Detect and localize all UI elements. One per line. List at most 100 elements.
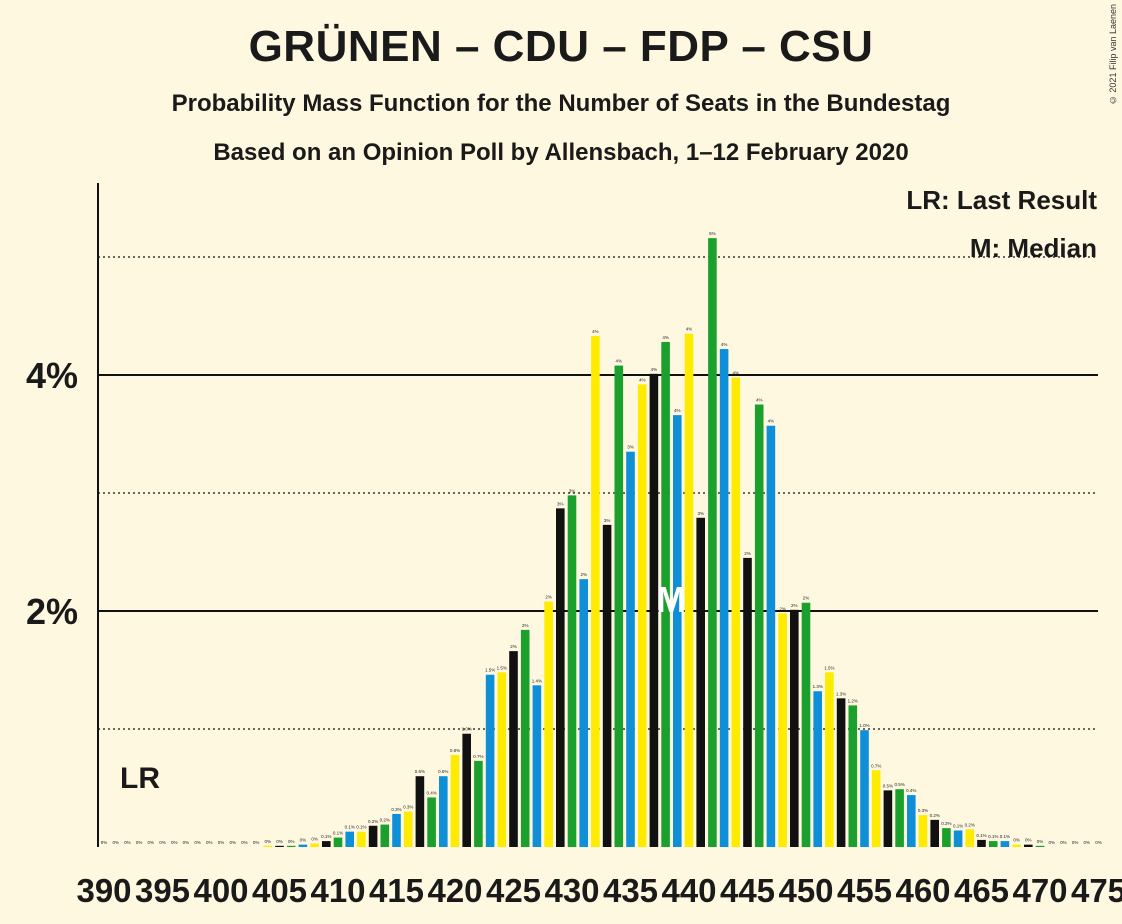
bar-label-460: 0.3% xyxy=(918,808,928,813)
bar-441 xyxy=(696,517,705,847)
bar-label-433: 3% xyxy=(604,518,611,523)
x-tick-label: 420 xyxy=(427,872,482,909)
bar-label-465: 0.1% xyxy=(976,833,986,838)
bar-456 xyxy=(871,770,881,847)
chart-bar-labels: 0% 0% 0% 0% 0% 0% 0% 0% 0% 0% 0% 0% 0% 0% 0% 0% 0% 0% 0% 0.… xyxy=(101,231,1102,845)
bar-451 xyxy=(813,691,822,847)
bar-label-442: 5% xyxy=(709,231,716,236)
bar-444 xyxy=(731,377,741,847)
bar-461 xyxy=(930,819,939,847)
x-tick-label: 440 xyxy=(661,872,716,909)
bar-label-406: 0% xyxy=(288,839,295,844)
bar-420 xyxy=(450,754,460,847)
bar-label-436: 4% xyxy=(639,377,646,382)
bar-460 xyxy=(918,815,928,847)
bar-417 xyxy=(415,776,425,847)
x-tick-label: 465 xyxy=(954,872,1009,909)
bar-label-469: 0% xyxy=(1025,838,1032,843)
bar-431 xyxy=(579,579,588,847)
bar-label-428: 2% xyxy=(545,595,552,600)
bar-label-456: 0.7% xyxy=(871,763,881,768)
bar-421 xyxy=(462,733,471,847)
x-tick-label: 460 xyxy=(895,872,950,909)
chart-title: GRÜNEN – CDU – FDP – CSU xyxy=(248,22,874,71)
bar-label-446: 4% xyxy=(756,398,763,403)
bar-424 xyxy=(497,672,507,847)
bar-416 xyxy=(403,811,413,847)
bar-label-431: 2% xyxy=(580,572,587,577)
bar-label-458: 0.5% xyxy=(894,782,904,787)
bar-label-412: 0.1% xyxy=(356,825,366,830)
bar-439 xyxy=(673,415,682,847)
bar-label-448: 2% xyxy=(779,606,786,611)
bar-label-399: 0% xyxy=(206,840,213,845)
bar-label-461: 0.2% xyxy=(930,813,940,818)
bar-label-475: 0% xyxy=(1095,840,1102,845)
x-tick-label: 435 xyxy=(603,872,658,909)
bar-418 xyxy=(427,797,436,847)
bar-label-391: 0% xyxy=(112,840,119,845)
bar-label-473: 0% xyxy=(1072,840,1079,845)
bar-432 xyxy=(591,336,600,847)
bar-426 xyxy=(520,629,530,847)
bar-label-408: 0% xyxy=(311,836,318,841)
chart-bars xyxy=(263,238,1045,847)
x-tick-label: 450 xyxy=(778,872,833,909)
bar-label-468: 0% xyxy=(1013,838,1020,843)
bar-412 xyxy=(357,831,366,847)
bar-452 xyxy=(825,672,834,847)
bar-404 xyxy=(263,845,273,847)
bar-435 xyxy=(626,451,635,847)
bar-462 xyxy=(942,828,951,847)
bar-label-392: 0% xyxy=(124,840,131,845)
bar-410 xyxy=(333,837,343,847)
bar-405 xyxy=(275,845,284,847)
median-marker: M xyxy=(656,579,686,620)
bar-label-393: 0% xyxy=(136,840,143,845)
bar-label-440: 4% xyxy=(686,327,693,332)
bar-415 xyxy=(392,813,401,847)
legend-median: M: Median xyxy=(970,233,1097,263)
legend-last-result: LR: Last Result xyxy=(906,185,1097,215)
bar-label-424: 1.5% xyxy=(497,665,507,670)
bar-label-407: 0% xyxy=(300,838,307,843)
bar-433 xyxy=(602,524,612,847)
y-tick-label: 4% xyxy=(26,355,78,396)
bar-label-450: 2% xyxy=(803,596,810,601)
bar-label-427: 1.4% xyxy=(532,678,542,683)
bar-449 xyxy=(790,609,799,847)
bar-463 xyxy=(953,830,963,847)
bar-label-422: 0.7% xyxy=(473,754,483,759)
bar-436 xyxy=(637,384,647,847)
bar-414 xyxy=(380,824,390,847)
bar-label-426: 2% xyxy=(522,623,529,628)
bar-label-444: 4% xyxy=(733,370,740,375)
bar-438 xyxy=(661,341,670,847)
bar-label-434: 4% xyxy=(616,359,623,364)
x-tick-label: 415 xyxy=(369,872,424,909)
bar-468 xyxy=(1012,844,1021,847)
bar-423 xyxy=(485,674,495,847)
bar-409 xyxy=(322,841,331,847)
bar-label-418: 0.4% xyxy=(426,790,436,795)
bar-label-390: 0% xyxy=(101,840,108,845)
bar-467 xyxy=(1000,841,1010,847)
bar-466 xyxy=(988,841,998,847)
bar-label-441: 3% xyxy=(697,511,704,516)
bar-455 xyxy=(860,730,869,847)
bar-label-459: 0.4% xyxy=(906,788,916,793)
chart-subtitle-1: Probability Mass Function for the Number… xyxy=(171,90,951,117)
bar-label-405: 0% xyxy=(276,839,283,844)
x-tick-label: 410 xyxy=(310,872,365,909)
x-tick-label: 425 xyxy=(486,872,541,909)
bar-464 xyxy=(965,829,975,847)
bar-label-413: 0.2% xyxy=(368,819,378,824)
bar-label-447: 4% xyxy=(768,419,775,424)
x-tick-label: 405 xyxy=(252,872,307,909)
bar-label-467: 0.1% xyxy=(1000,834,1010,839)
bar-434 xyxy=(614,365,624,847)
bar-label-401: 0% xyxy=(229,840,236,845)
bar-label-438: 4% xyxy=(662,335,669,340)
bar-label-432: 4% xyxy=(592,329,599,334)
